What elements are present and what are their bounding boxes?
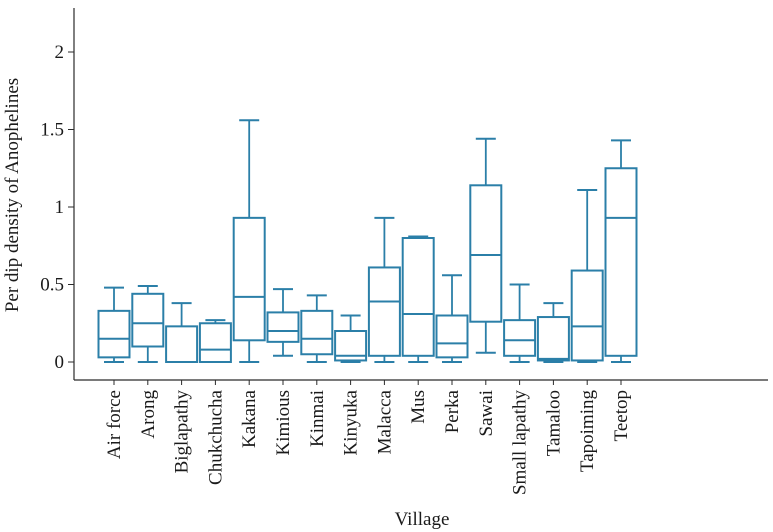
iqr-box <box>503 319 537 357</box>
x-tick-label: Air force <box>104 390 125 459</box>
iqr-box <box>198 322 232 363</box>
x-tick-label: Small lapathy <box>510 390 531 496</box>
box-kakana <box>232 119 266 363</box>
y-tick-label: 1 <box>55 197 65 218</box>
x-axis-ticks: Air force Arong Biglapathy Chukchucha Kakana… <box>104 380 632 495</box>
x-tick-label: Sawai <box>476 390 497 436</box>
x-tick-label: Malacca <box>374 389 395 454</box>
iqr-box <box>536 316 570 362</box>
box-kinyuka <box>334 314 368 363</box>
x-tick-label: Kinyuka <box>341 389 362 455</box>
x-tick-label: Kinmai <box>307 390 328 447</box>
box-sawai <box>469 137 503 354</box>
box-small-lapathy <box>503 283 537 363</box>
x-tick-label: Tamaloo <box>543 390 564 456</box>
iqr-box <box>300 309 334 356</box>
x-tick-label: Kakana <box>239 389 260 448</box>
y-tick-label: 0 <box>55 352 65 373</box>
iqr-box <box>367 266 401 357</box>
iqr-box <box>165 325 199 364</box>
iqr-box <box>401 237 435 357</box>
box-perka <box>435 274 469 363</box>
y-axis-ticks: 0 0.5 1 1.5 2 <box>40 42 74 373</box>
x-tick-label: Teetop <box>611 390 632 441</box>
box-chukchucha <box>198 319 232 363</box>
box-kinmai <box>300 294 334 363</box>
x-axis-title: Village <box>395 509 450 530</box>
box-arong <box>131 285 165 363</box>
box-air-force <box>97 286 131 363</box>
box-kimious <box>266 288 300 357</box>
x-tick-label: Perka <box>442 389 463 433</box>
box-tapoiming <box>570 188 604 363</box>
iqr-box <box>570 269 604 362</box>
y-axis-title: Per dip density of Anophelines <box>2 78 23 312</box>
box-biglapathy <box>165 302 199 364</box>
iqr-box <box>334 330 368 362</box>
x-tick-label: Tapoiming <box>577 390 598 473</box>
x-tick-label: Mus <box>408 390 429 424</box>
box-tamaloo <box>536 302 570 363</box>
box-teetop <box>604 139 638 363</box>
iqr-box <box>604 167 638 357</box>
x-tick-label: Chukchucha <box>205 389 226 485</box>
y-tick-label: 1.5 <box>40 120 64 141</box>
iqr-box <box>131 292 165 348</box>
box-mus <box>401 235 435 363</box>
x-tick-label: Kimious <box>273 390 294 455</box>
iqr-box <box>435 314 469 359</box>
iqr-box <box>469 184 503 323</box>
x-tick-label: Arong <box>138 390 159 439</box>
box-malacca <box>367 216 401 363</box>
iqr-box <box>97 309 131 359</box>
plot-area <box>97 119 638 364</box>
x-tick-label: Biglapathy <box>172 390 193 474</box>
iqr-box <box>232 216 266 342</box>
iqr-box <box>266 311 300 343</box>
y-tick-label: 2 <box>55 42 65 63</box>
y-tick-label: 0.5 <box>40 275 64 296</box>
